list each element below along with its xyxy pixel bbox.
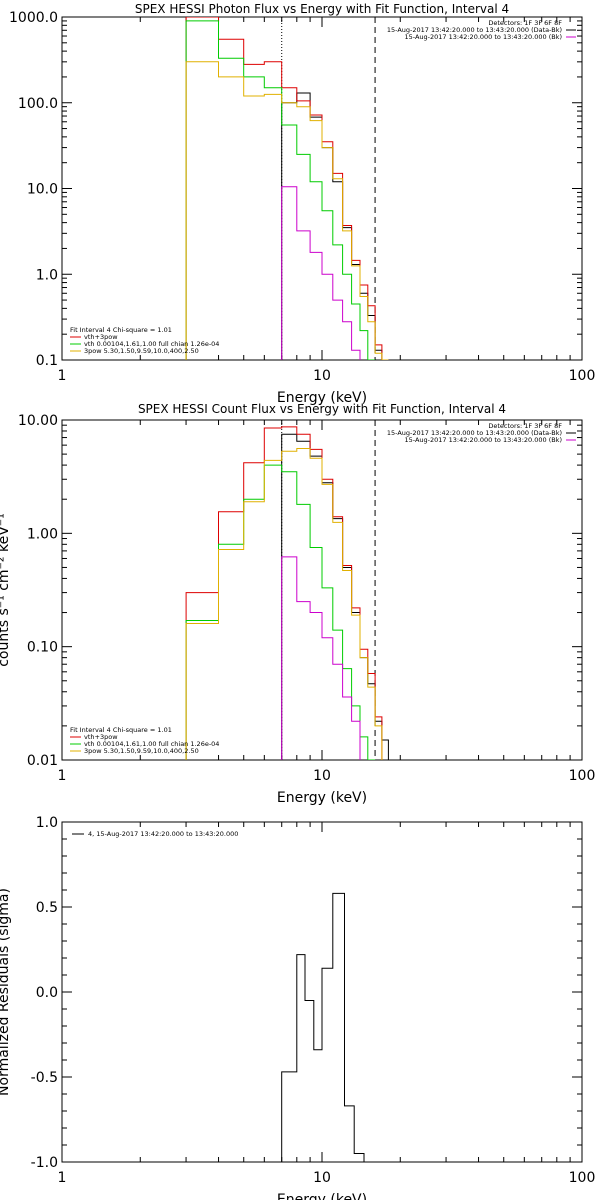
x-axis: 1 10 100: [58, 17, 596, 384]
y-tick-label: 0.1: [36, 353, 58, 369]
series-1-line: [281, 433, 389, 760]
x-axis-label: Energy (keV): [277, 390, 367, 406]
y-axis-label: counts s⁻¹ cm⁻² keV⁻¹: [0, 513, 12, 667]
y-tick-label: 1000.0: [9, 10, 58, 26]
x-tick-label: 1: [58, 368, 67, 384]
x-tick-label: 100: [569, 768, 596, 784]
series-3-line: [185, 464, 376, 760]
series-group: [185, 426, 389, 760]
series-5-line: [281, 556, 361, 760]
series-1-line: [281, 892, 373, 1162]
series-group: [281, 892, 373, 1162]
x-axis: 1 10 100: [58, 822, 596, 1186]
legend-right-text: Detectors: 1F 3F 6F 8F: [488, 422, 562, 430]
y-axis: 0.01 0.10 1.00 10.00: [18, 413, 582, 769]
x-tick-label: 1: [58, 768, 67, 784]
legend-right-text: Detectors: 1F 3F 6F 8F: [488, 19, 562, 27]
legend-left-text: vth 0.00104,1.61,1.00 full chian 1.26e-0…: [84, 340, 219, 348]
legend-text: 4, 15-Aug-2017 13:42:20.000 to 13:43:20.…: [88, 830, 238, 838]
y-tick-label: -1.0: [31, 1155, 58, 1171]
y-axis: -1.0 -0.5 0.0 0.5 1.0: [31, 815, 582, 1171]
x-axis-label: Energy (keV): [277, 790, 367, 806]
legend-left-text: Fit Interval 4 Chi-square = 1.01: [70, 726, 172, 734]
y-tick-label: 0.5: [36, 900, 58, 916]
panel-1: SPEX HESSI Photon Flux vs Energy with Fi…: [9, 2, 595, 406]
series-4-line: [185, 61, 389, 360]
y-tick-label: -0.5: [31, 1070, 58, 1086]
panel-3: 1 10 100 Energy (keV) -1.0 -0.5 0.0 0.5 1.0 Norma…: [0, 815, 595, 1200]
series-2-line: [185, 17, 389, 360]
x-axis-label: Energy (keV): [277, 1192, 367, 1200]
y-tick-label: 1.0: [36, 267, 58, 283]
x-tick-label: 10: [313, 768, 331, 784]
x-tick-label: 100: [569, 368, 596, 384]
y-tick-label: 10.00: [18, 413, 58, 429]
x-axis: 1 10 100: [58, 420, 596, 784]
legend-right-text: 15-Aug-2017 13:42:20.000 to 13:43:20.000…: [405, 33, 562, 41]
series-5-line: [281, 186, 361, 360]
series-2-line: [185, 426, 383, 760]
legend-right-text: 15-Aug-2017 13:42:20.000 to 13:43:20.000…: [387, 429, 562, 437]
series-1-line: [281, 92, 389, 360]
y-tick-label: 1.00: [27, 526, 58, 542]
series-4-line: [185, 448, 383, 760]
y-axis: 0.1 1.0 10.0 100.0 1000.0: [9, 10, 582, 369]
y-tick-label: 1.0: [36, 815, 58, 831]
chart-title: SPEX HESSI Count Flux vs Energy with Fit…: [138, 402, 506, 416]
x-tick-label: 1: [58, 1170, 67, 1186]
legend-left-text: vth 0.00104,1.61,1.00 full chian 1.26e-0…: [84, 740, 219, 748]
panel-2: SPEX HESSI Count Flux vs Energy with Fit…: [0, 402, 595, 806]
legend-left-text: vth+3pow: [84, 333, 118, 341]
y-tick-label: 0.10: [27, 640, 58, 656]
x-tick-label: 10: [313, 368, 331, 384]
series-3-line: [185, 20, 376, 360]
x-tick-label: 100: [569, 1170, 596, 1186]
legend-left-text: Fit Interval 4 Chi-square = 1.01: [70, 326, 172, 334]
legend-right-text: 15-Aug-2017 13:42:20.000 to 13:43:20.000…: [405, 436, 562, 444]
x-tick-label: 10: [313, 1170, 331, 1186]
legend-left-text: vth+3pow: [84, 733, 118, 741]
y-tick-label: 0.01: [27, 753, 58, 769]
y-tick-label: 0.0: [36, 985, 58, 1001]
y-tick-label: 10.0: [27, 182, 58, 198]
y-tick-label: 100.0: [18, 96, 58, 112]
legend-left-text: 3pow 5.30,1.50,9.59,10.0,400,2.50: [84, 347, 199, 355]
legend-right-text: 15-Aug-2017 13:42:20.000 to 13:43:20.000…: [387, 26, 562, 34]
chart-title: SPEX HESSI Photon Flux vs Energy with Fi…: [135, 2, 509, 16]
legend-left-text: 3pow 5.30,1.50,9.59,10.0,400,2.50: [84, 747, 199, 755]
series-group: [185, 17, 389, 360]
y-axis-label: Normalized Residuals (sigma): [0, 888, 12, 1096]
